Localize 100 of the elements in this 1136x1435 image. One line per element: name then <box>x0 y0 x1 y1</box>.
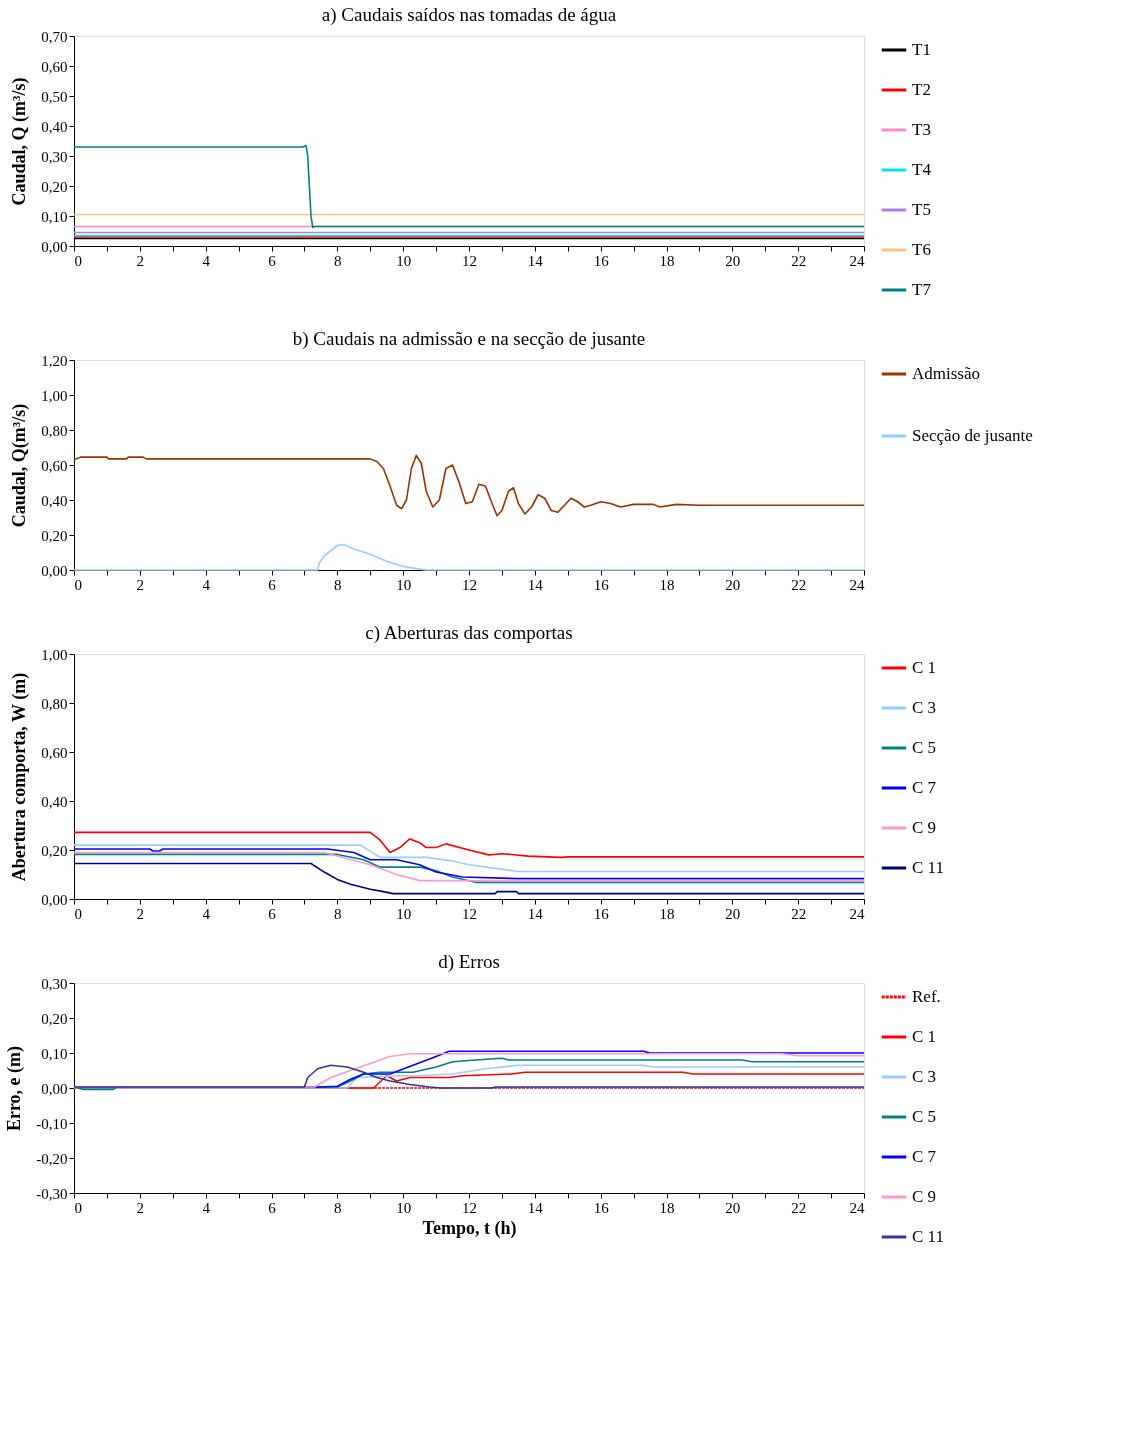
x-tick-label: 10 <box>396 905 412 922</box>
legend-label: T6 <box>912 240 931 259</box>
y-axis-title: Caudal, Q (m³/s) <box>9 77 31 206</box>
legend-label: C 11 <box>912 1227 944 1246</box>
x-tick-label: 16 <box>593 1199 610 1216</box>
x-tick-label: 18 <box>659 576 675 593</box>
y-tick-label: 0,20 <box>41 1010 68 1027</box>
x-tick-label: 0 <box>74 905 82 922</box>
chart-title: d) Erros <box>438 951 500 973</box>
legend-label: Secção de jusante <box>912 426 1033 445</box>
x-tick-label: 4 <box>202 576 211 593</box>
x-tick-label: 4 <box>202 1199 211 1216</box>
x-tick-label: 24 <box>849 576 865 593</box>
legend-label: T1 <box>912 40 931 59</box>
x-tick-label: 16 <box>593 252 610 269</box>
x-tick-label: 22 <box>791 1199 807 1216</box>
y-tick-label: 0,40 <box>41 492 68 509</box>
x-tick-label: 8 <box>334 905 342 922</box>
x-tick-label: 22 <box>791 252 807 269</box>
legend-label: C 1 <box>912 1027 937 1046</box>
x-tick-label: 8 <box>334 576 342 593</box>
chart-title: c) Aberturas das comportas <box>365 622 573 644</box>
legend-label: T5 <box>912 200 931 219</box>
y-tick-label: -0,10 <box>36 1115 68 1132</box>
y-tick-label: -0,20 <box>36 1150 68 1167</box>
y-tick-label: 0,00 <box>41 1080 68 1097</box>
y-axis-title: Abertura comporta, W (m) <box>9 672 31 882</box>
x-tick-label: 2 <box>136 252 145 269</box>
y-tick-label: 0,50 <box>41 88 68 105</box>
x-tick-label: 8 <box>334 1199 342 1216</box>
y-tick-label: 0,20 <box>41 842 68 859</box>
x-tick-label: 16 <box>593 576 610 593</box>
legend-label: C 3 <box>912 1067 937 1086</box>
y-tick-label: 0,10 <box>41 208 68 225</box>
x-tick-label: 0 <box>74 1199 82 1216</box>
y-tick-label: 0,30 <box>41 148 68 165</box>
x-tick-label: 6 <box>268 252 277 269</box>
y-tick-label: 0,80 <box>41 695 68 712</box>
y-tick-label: 0,70 <box>41 28 68 45</box>
x-tick-label: 8 <box>334 252 342 269</box>
y-tick-label: 0,40 <box>41 118 68 135</box>
legend-label: Admissão <box>912 364 980 383</box>
y-tick-label: 1,20 <box>41 352 68 369</box>
y-tick-label: 0,60 <box>41 744 68 761</box>
x-tick-label: 24 <box>849 252 865 269</box>
x-tick-label: 14 <box>527 576 544 593</box>
legend-label: T3 <box>912 120 931 139</box>
x-axis-title: Tempo, t (h) <box>422 1217 517 1239</box>
legend-label: Ref. <box>912 987 941 1006</box>
x-tick-label: 20 <box>725 1199 741 1216</box>
legend-label: T7 <box>912 280 932 299</box>
x-tick-label: 14 <box>527 1199 544 1216</box>
legend-label: C 5 <box>912 738 937 757</box>
chart-title: a) Caudais saídos nas tomadas de água <box>321 4 617 26</box>
chart-title: b) Caudais na admissão e na secção de jusante <box>292 328 646 350</box>
x-tick-label: 24 <box>849 1199 865 1216</box>
y-tick-label: 0,00 <box>41 891 68 908</box>
x-tick-label: 12 <box>462 905 477 922</box>
x-tick-label: 2 <box>136 1199 145 1216</box>
y-axis-title: Caudal, Q(m³/s) <box>9 403 31 528</box>
legend-label: T4 <box>912 160 932 179</box>
x-tick-label: 4 <box>202 252 211 269</box>
y-tick-label: 0,20 <box>41 527 68 544</box>
x-tick-label: 16 <box>593 905 610 922</box>
y-tick-label: 1,00 <box>41 387 68 404</box>
y-tick-label: 0,30 <box>41 975 68 992</box>
x-tick-label: 10 <box>396 576 412 593</box>
x-tick-label: 6 <box>268 905 277 922</box>
y-tick-label: 0,60 <box>41 457 68 474</box>
x-tick-label: 10 <box>396 1199 412 1216</box>
x-tick-label: 10 <box>396 252 412 269</box>
legend-label: C 11 <box>912 858 944 877</box>
y-tick-label: 0,20 <box>41 178 68 195</box>
x-tick-label: 18 <box>659 252 675 269</box>
x-tick-label: 20 <box>725 576 741 593</box>
y-tick-label: 0,80 <box>41 422 68 439</box>
x-tick-label: 0 <box>74 576 82 593</box>
legend-label: C 3 <box>912 698 937 717</box>
legend-label: C 7 <box>912 778 937 797</box>
y-tick-label: 0,40 <box>41 793 68 810</box>
y-tick-label: 0,00 <box>41 238 68 255</box>
x-tick-label: 6 <box>268 1199 277 1216</box>
y-tick-label: 1,00 <box>41 646 68 663</box>
x-tick-label: 12 <box>462 576 477 593</box>
y-tick-label: -0,30 <box>36 1185 68 1202</box>
x-tick-label: 6 <box>268 576 277 593</box>
legend-label: T2 <box>912 80 931 99</box>
x-tick-label: 14 <box>527 252 544 269</box>
x-tick-label: 22 <box>791 905 807 922</box>
y-axis-title: Erro, e (m) <box>4 1045 26 1132</box>
x-tick-label: 22 <box>791 576 807 593</box>
x-tick-label: 2 <box>136 905 145 922</box>
legend-label: C 1 <box>912 658 937 677</box>
x-tick-label: 18 <box>659 1199 675 1216</box>
x-tick-label: 2 <box>136 576 145 593</box>
x-tick-label: 4 <box>202 905 211 922</box>
legend-label: C 9 <box>912 818 937 837</box>
x-tick-label: 12 <box>462 1199 477 1216</box>
x-tick-label: 18 <box>659 905 675 922</box>
x-tick-label: 24 <box>849 905 865 922</box>
